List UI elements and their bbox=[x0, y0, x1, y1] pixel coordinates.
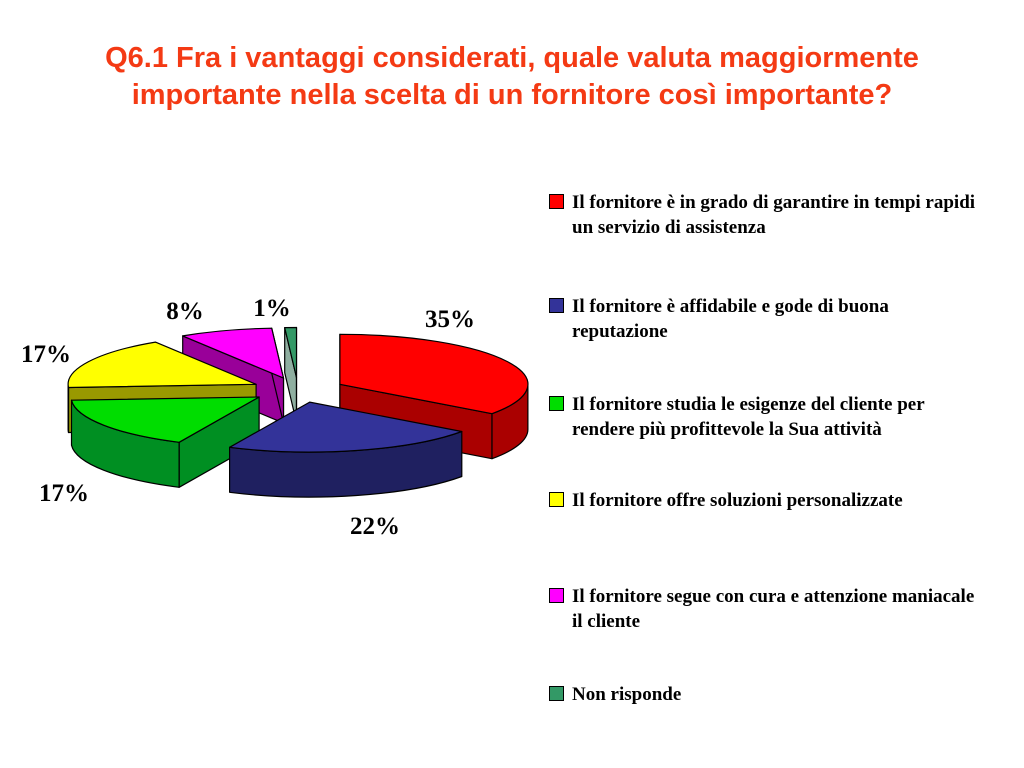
legend-item: Il fornitore è in grado di garantire in … bbox=[549, 190, 1021, 240]
slice-top-face bbox=[339, 333, 529, 415]
legend-label: Il fornitore offre soluzioni personalizz… bbox=[572, 490, 903, 511]
legend-item: Il fornitore offre soluzioni personalizz… bbox=[549, 488, 1021, 513]
pie-data-label: 1% bbox=[253, 295, 291, 322]
legend-swatch bbox=[549, 686, 564, 701]
legend-label: Il fornitore segue con cura e attenzione… bbox=[572, 586, 975, 632]
slice-top-face bbox=[284, 326, 298, 379]
legend-swatch bbox=[549, 396, 564, 411]
pie-data-label: 35% bbox=[425, 306, 475, 333]
pie-slice-1 bbox=[229, 401, 463, 498]
pie-data-label: 8% bbox=[166, 298, 204, 325]
chart-legend: Il fornitore è in grado di garantire in … bbox=[549, 0, 1021, 768]
legend-item: Il fornitore segue con cura e attenzione… bbox=[549, 584, 1021, 634]
legend-swatch bbox=[549, 492, 564, 507]
legend-label: Non risponde bbox=[572, 684, 682, 705]
legend-item: Il fornitore è affidabile e gode di buon… bbox=[549, 294, 1021, 344]
slice-top-face bbox=[182, 327, 285, 379]
pie-slice-5 bbox=[284, 326, 298, 424]
pie-slice-2 bbox=[70, 396, 260, 488]
pie-data-label: 17% bbox=[39, 480, 89, 507]
slice-top-face bbox=[229, 401, 463, 453]
slice-top-face bbox=[67, 341, 257, 389]
legend-item: Non risponde bbox=[549, 682, 1021, 707]
slice-top-face bbox=[70, 396, 260, 443]
legend-label: Il fornitore è affidabile e gode di buon… bbox=[572, 296, 889, 342]
legend-swatch bbox=[549, 298, 564, 313]
legend-swatch bbox=[549, 194, 564, 209]
legend-label: Il fornitore è in grado di garantire in … bbox=[572, 192, 976, 238]
legend-item: Il fornitore studia le esigenze del clie… bbox=[549, 392, 1021, 442]
pie-data-label: 22% bbox=[350, 513, 400, 540]
slide-title: Q6.1 Fra i vantaggi considerati, quale v… bbox=[105, 42, 919, 111]
legend-label: Il fornitore studia le esigenze del clie… bbox=[572, 394, 925, 440]
legend-swatch bbox=[549, 588, 564, 603]
pie-data-label: 17% bbox=[21, 341, 71, 368]
